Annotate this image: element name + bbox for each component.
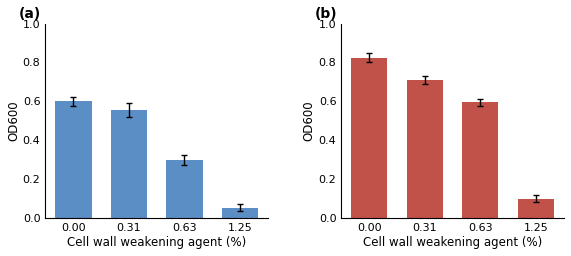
Bar — [351, 58, 388, 218]
Bar — [222, 208, 258, 218]
Bar — [407, 80, 443, 218]
Bar — [55, 101, 91, 218]
Bar — [111, 110, 147, 218]
Bar — [463, 102, 498, 218]
Y-axis label: OD600: OD600 — [7, 101, 20, 141]
X-axis label: Cell wall weakening agent (%): Cell wall weakening agent (%) — [363, 236, 542, 249]
Y-axis label: OD600: OD600 — [303, 101, 316, 141]
Text: (b): (b) — [315, 7, 337, 21]
Bar — [167, 160, 203, 218]
Bar — [518, 199, 554, 218]
Text: (a): (a) — [19, 7, 41, 21]
X-axis label: Cell wall weakening agent (%): Cell wall weakening agent (%) — [67, 236, 246, 249]
